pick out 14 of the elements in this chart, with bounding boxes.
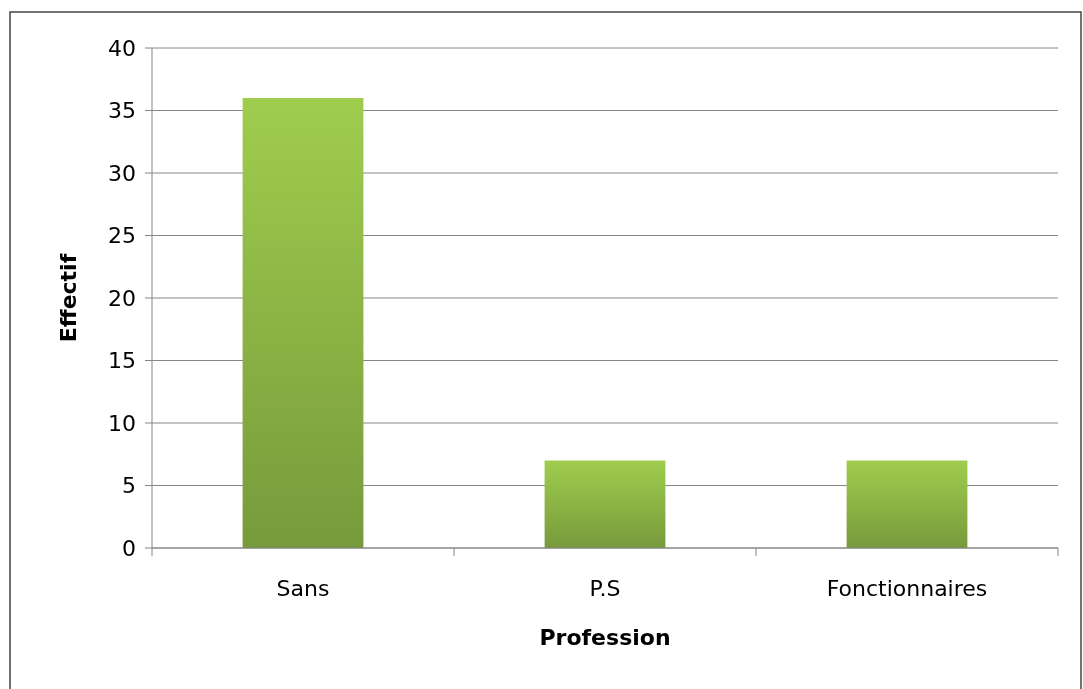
x-tick-label: P.S [589, 576, 621, 601]
y-tick-label: 10 [108, 410, 136, 436]
y-tick-label: 20 [108, 285, 136, 311]
y-tick-label: 15 [108, 348, 136, 374]
x-axis-title: Profession [539, 625, 671, 650]
y-tick-label: 35 [108, 98, 136, 124]
y-tick-label: 40 [108, 35, 136, 61]
x-tick-label: Fonctionnaires [826, 576, 988, 601]
y-tick-label: 0 [122, 535, 136, 561]
y-axis-title: Effectif [56, 253, 81, 343]
y-tick-label: 30 [108, 160, 136, 186]
y-tick-label: 25 [108, 223, 136, 249]
y-tick-label: 5 [122, 473, 136, 499]
x-tick-label: Sans [276, 576, 330, 601]
